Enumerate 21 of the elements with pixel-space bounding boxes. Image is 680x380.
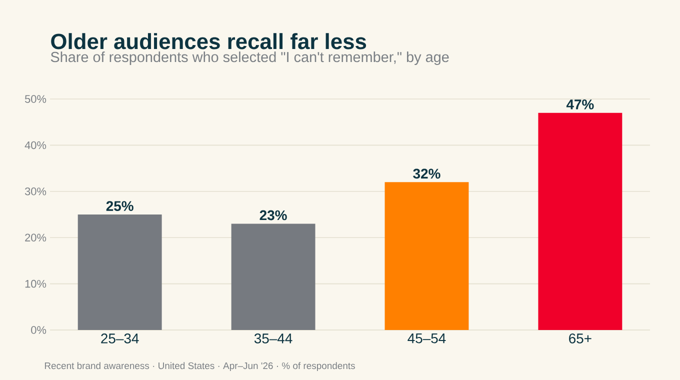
bar [231, 224, 316, 330]
y-tick-label: 40% [24, 141, 46, 150]
data-label: 47% [566, 100, 594, 110]
y-tick-label: 30% [24, 188, 46, 196]
data-label: 23% [260, 210, 287, 220]
x-tick-label: 25–34 [101, 334, 139, 344]
data-label: 32% [413, 168, 440, 179]
chart-title: Older audiences recall far less [51, 33, 366, 50]
y-tick-label: 0% [31, 326, 46, 334]
y-tick-label: 10% [25, 280, 46, 288]
x-tick-label: 65+ [569, 334, 592, 344]
y-tick-label: 50% [24, 95, 46, 103]
x-tick-label: 45–54 [408, 334, 446, 344]
y-tick-label: 20% [25, 234, 46, 242]
bar [384, 182, 469, 330]
bar [538, 112, 622, 330]
chart-subtitle: Share of respondents who selected "I can't remember," by age [50, 52, 449, 65]
text: Recent brand awareness · United States · Apr–Jun '26 · % of respondents [44, 362, 355, 371]
bar [78, 214, 162, 330]
x-tick-label: 35–44 [254, 334, 292, 344]
data-label: 25% [106, 201, 134, 211]
